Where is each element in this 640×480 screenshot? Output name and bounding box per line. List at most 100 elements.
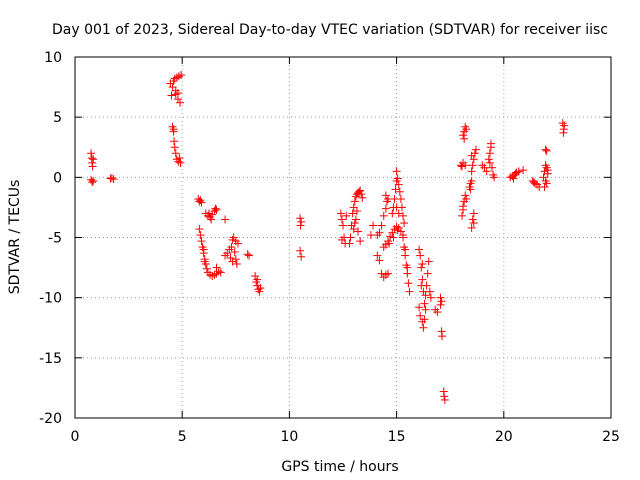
data-point — [109, 175, 118, 184]
data-point — [416, 311, 425, 320]
x-tick-label: 0 — [71, 429, 80, 445]
data-point — [388, 228, 397, 237]
data-point — [530, 179, 539, 188]
data-point — [352, 207, 361, 216]
data-point — [243, 250, 252, 259]
data-point — [89, 176, 98, 185]
data-point — [348, 209, 357, 218]
data-point — [391, 185, 400, 194]
data-point — [385, 239, 394, 248]
data-point — [345, 239, 354, 248]
data-point — [506, 173, 515, 182]
data-point — [392, 203, 401, 212]
data-point — [490, 173, 499, 182]
data-point — [88, 162, 97, 171]
data-point — [509, 174, 518, 183]
data-point — [433, 308, 442, 317]
data-point — [396, 227, 405, 236]
data-point — [253, 275, 262, 284]
axis-ticks — [74, 56, 612, 419]
data-point — [358, 193, 367, 202]
data-point — [438, 332, 447, 341]
data-point — [256, 284, 265, 293]
y-tick-label: -5 — [48, 231, 62, 247]
data-point — [349, 225, 358, 234]
data-point — [227, 243, 236, 252]
data-point — [296, 221, 305, 230]
data-point — [169, 125, 178, 134]
data-point — [436, 300, 445, 309]
data-point — [339, 221, 347, 230]
data-point — [417, 263, 426, 272]
data-point — [457, 211, 466, 220]
data-point — [436, 293, 445, 302]
data-point — [226, 253, 235, 262]
data-point — [459, 131, 468, 140]
data-point — [176, 98, 185, 107]
data-point — [459, 202, 468, 211]
data-point — [205, 209, 213, 218]
data-point — [212, 205, 221, 214]
data-point — [399, 211, 408, 220]
data-point — [297, 217, 306, 226]
data-point — [421, 305, 430, 314]
y-tick-label: -20 — [39, 411, 62, 427]
data-point — [173, 89, 182, 98]
data-point — [437, 297, 446, 306]
data-point — [214, 267, 223, 276]
data-point — [559, 128, 568, 137]
data-point — [212, 263, 221, 272]
y-tick-label: 5 — [53, 110, 62, 126]
y-tick-label: 0 — [53, 170, 62, 186]
data-point — [418, 259, 427, 268]
data-point — [251, 272, 260, 281]
data-point — [468, 215, 477, 224]
data-point — [403, 263, 412, 272]
data-points — [87, 71, 569, 404]
data-point — [202, 264, 211, 273]
data-point — [426, 293, 435, 302]
chart-title: Day 001 of 2023, Sidereal Day-to-day VTE… — [52, 22, 608, 38]
data-point — [404, 279, 413, 288]
data-point — [467, 167, 476, 176]
data-point — [357, 190, 366, 199]
data-point — [543, 166, 552, 175]
data-point — [369, 221, 378, 230]
data-point — [379, 211, 388, 220]
x-tick-label: 15 — [388, 429, 406, 445]
y-tick-label: 10 — [44, 50, 62, 66]
data-point — [488, 163, 497, 172]
data-point — [468, 161, 477, 170]
data-point — [167, 91, 176, 100]
data-point — [529, 178, 538, 187]
data-point — [467, 151, 476, 160]
data-point — [485, 149, 494, 158]
data-point — [420, 315, 429, 324]
data-point — [106, 174, 115, 183]
data-point — [423, 269, 432, 278]
data-point — [386, 232, 395, 241]
data-point — [170, 74, 179, 83]
data-point — [373, 251, 382, 260]
data-point — [172, 73, 181, 82]
data-point — [421, 291, 430, 300]
y-tick-label: -15 — [39, 351, 62, 367]
data-point — [396, 194, 405, 203]
data-point — [511, 169, 520, 178]
data-point — [337, 235, 346, 244]
data-point — [223, 249, 232, 258]
data-point — [467, 223, 476, 232]
data-point — [419, 323, 428, 332]
data-point — [88, 178, 97, 187]
data-point — [381, 191, 390, 200]
data-point — [210, 270, 219, 279]
data-point — [541, 145, 550, 154]
data-point — [197, 237, 206, 246]
data-point — [486, 139, 495, 148]
data-point — [199, 245, 208, 254]
data-point — [405, 287, 414, 296]
data-point — [462, 194, 471, 203]
data-point — [195, 197, 204, 206]
data-point — [461, 161, 470, 170]
data-point — [208, 210, 217, 219]
